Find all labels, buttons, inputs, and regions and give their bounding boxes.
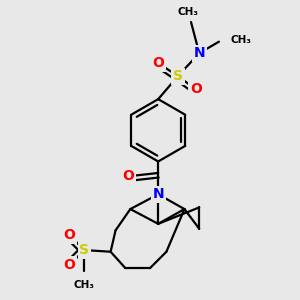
Text: O: O [190,82,202,96]
Text: O: O [64,228,76,242]
Text: N: N [194,46,205,60]
Text: N: N [152,187,164,201]
Text: CH₃: CH₃ [177,7,198,17]
Text: CH₃: CH₃ [74,280,95,290]
Text: O: O [64,258,76,272]
Text: S: S [80,243,89,257]
Text: CH₃: CH₃ [230,35,251,45]
Text: O: O [152,56,164,70]
Text: S: S [173,69,183,83]
Text: O: O [123,169,135,183]
